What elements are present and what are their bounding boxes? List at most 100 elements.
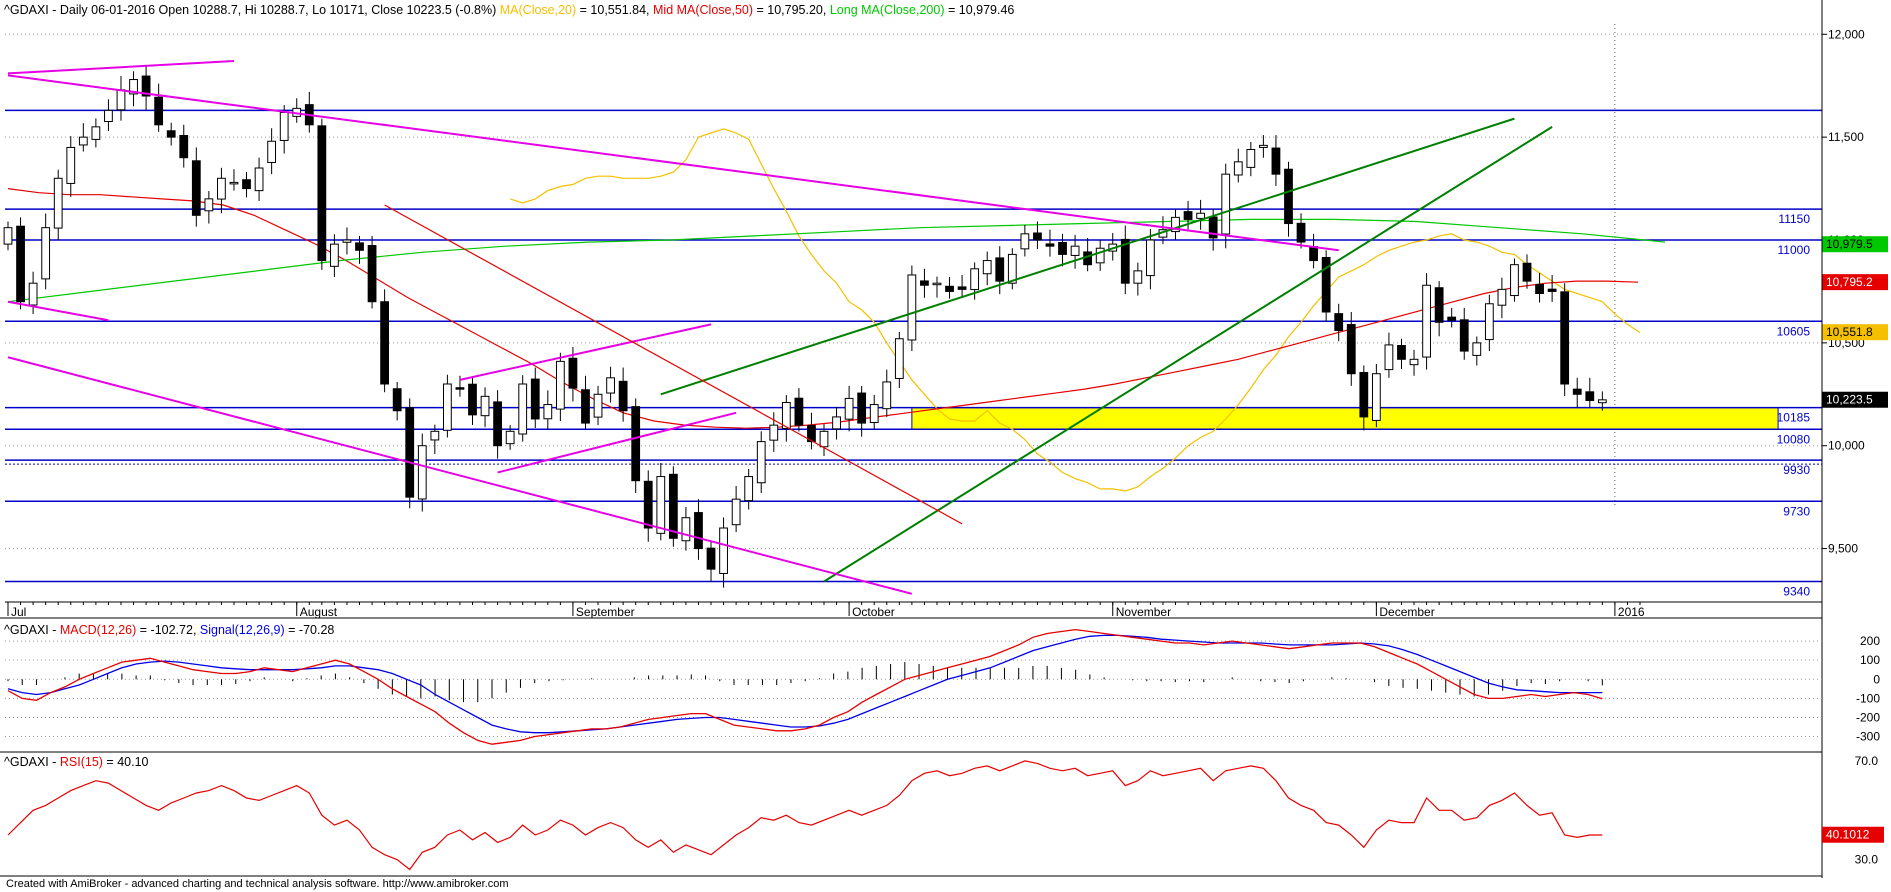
candle-body	[681, 517, 691, 542]
candle-body	[468, 383, 477, 416]
candle-body	[1447, 316, 1457, 321]
macd-legend-value: = -102.72,	[136, 623, 200, 637]
candle-body	[1535, 283, 1544, 294]
candle-body	[154, 96, 164, 126]
candle-body	[1221, 173, 1231, 235]
ma50-legend: Mid MA(Close,50)	[653, 3, 753, 17]
candle-body	[920, 280, 929, 286]
x-month-label: August	[300, 605, 338, 619]
level-label: 9930	[1783, 463, 1810, 477]
candle-body	[405, 407, 415, 498]
candle-body	[894, 338, 904, 379]
candle-body	[744, 476, 754, 502]
level-label: 10185	[1777, 411, 1811, 425]
level-label: 9730	[1783, 504, 1810, 518]
candle-body	[66, 146, 76, 184]
price-tick-label: 9,500	[1828, 542, 1858, 556]
candle-body	[342, 239, 352, 243]
last-value-label: 10,551.8	[1826, 325, 1873, 339]
candle-body	[442, 383, 452, 431]
candle-body	[1522, 262, 1532, 282]
candle-body	[995, 257, 1005, 282]
macd-sep: -	[49, 623, 60, 637]
level-label: 10605	[1777, 324, 1811, 338]
candle-body	[417, 445, 427, 500]
candle-body	[367, 245, 377, 303]
candle-body	[982, 260, 992, 275]
level-label: 10080	[1777, 432, 1811, 446]
x-month-label: September	[576, 605, 635, 619]
trend-line	[497, 411, 737, 474]
candle-body	[1020, 233, 1030, 250]
candle-body	[279, 111, 289, 141]
ma20-line	[510, 128, 1641, 492]
candle-body	[317, 125, 327, 262]
candle-body	[1409, 358, 1419, 366]
candle-body	[1434, 287, 1444, 323]
candle-body	[1058, 241, 1067, 255]
trend-line	[7, 300, 109, 322]
candle-body	[857, 392, 867, 424]
candle-body	[581, 389, 590, 424]
trend-line	[660, 117, 1515, 396]
x-month-label: November	[1116, 605, 1171, 619]
candle-body	[1284, 168, 1293, 225]
signal-line	[7, 634, 1603, 734]
candle-body	[1171, 216, 1180, 233]
last-value-label: 10,223.5	[1826, 393, 1873, 407]
candle-body	[957, 286, 967, 290]
candle-body	[1045, 243, 1055, 247]
rsi-tick-label: 70.0	[1855, 754, 1879, 768]
candle-body	[392, 388, 402, 412]
candle-body	[141, 75, 151, 97]
candle-body	[1070, 245, 1080, 256]
candle-body	[380, 301, 390, 385]
candle-body	[430, 430, 440, 441]
rsi-header: ^GDAXI - RSI(15) = 40.10	[4, 755, 149, 769]
ma200-legend: Long MA(Close,200)	[830, 3, 945, 17]
candle-body	[1183, 211, 1193, 220]
macd-header: ^GDAXI - MACD(12,26) = -102.72, Signal(1…	[4, 623, 334, 637]
rsi-panel: 70.0 30.0 40.1012	[0, 751, 1884, 877]
candle-body	[493, 401, 502, 447]
candle-body	[1258, 144, 1268, 148]
candle-body	[518, 383, 528, 435]
macd-tick-label: -200	[1856, 710, 1880, 724]
trend-line	[7, 74, 1339, 252]
trend-line	[7, 60, 235, 75]
price-symbol: ^GDAXI	[4, 3, 49, 17]
candle-body	[204, 198, 214, 212]
candle-body	[1296, 222, 1306, 243]
candle-body	[1146, 239, 1155, 277]
candle-body	[1422, 284, 1431, 358]
candle-body	[643, 480, 653, 529]
candle-body	[1560, 291, 1570, 385]
candle-body	[480, 395, 490, 417]
candle-body	[668, 473, 678, 539]
candle-body	[1271, 147, 1281, 175]
rsi-last-value-box	[1822, 826, 1884, 843]
rsi-legend-value: = 40.10	[103, 755, 149, 769]
candle-body	[191, 160, 201, 216]
candle-body	[819, 430, 829, 448]
candle-body	[267, 140, 277, 163]
candle-body	[1472, 342, 1482, 356]
candle-body	[794, 397, 804, 426]
candle-body	[781, 402, 791, 429]
macd-tick-label: -300	[1856, 730, 1880, 744]
candle-body	[217, 177, 226, 200]
candle-body	[104, 109, 113, 123]
last-value-box	[1822, 236, 1888, 253]
ma50-legend-value: = 10,795.20,	[753, 3, 830, 17]
candle-body	[1133, 270, 1143, 284]
candle-body	[882, 381, 892, 410]
candle-body	[1371, 373, 1381, 421]
candle-body	[254, 167, 264, 192]
candle-body	[1233, 161, 1243, 176]
candle-body	[656, 476, 666, 534]
candle-body	[179, 134, 189, 159]
price-tick-label: 11,500	[1828, 130, 1864, 144]
candle-body	[1359, 371, 1369, 418]
candle-body	[694, 512, 703, 550]
